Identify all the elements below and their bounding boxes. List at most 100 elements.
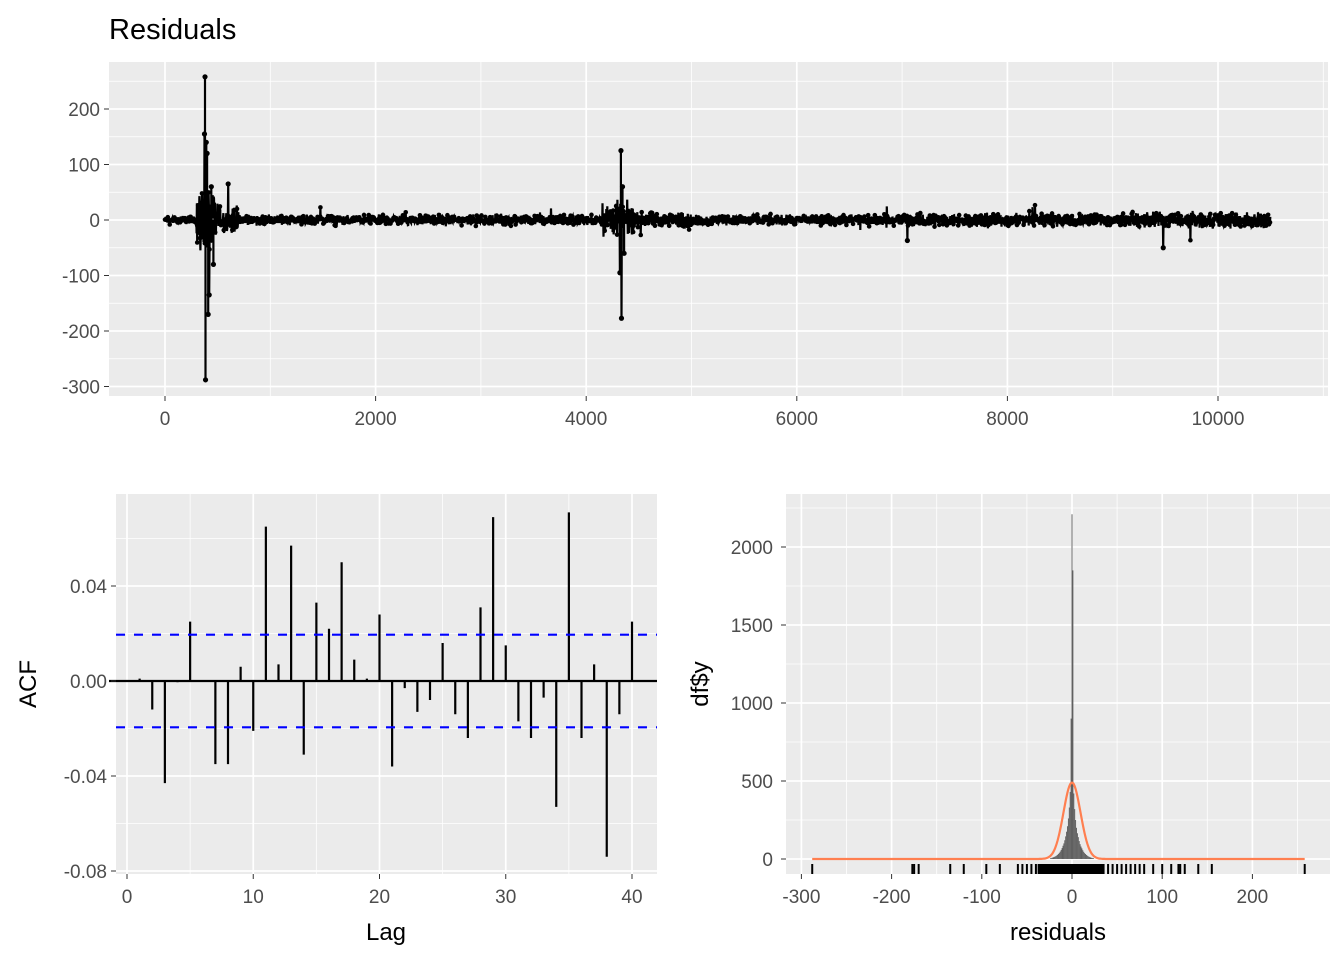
residual-point [333, 223, 338, 229]
residual-point [943, 216, 949, 221]
residual-point [1086, 221, 1092, 227]
histogram-bar [1081, 848, 1083, 859]
histogram-y-axis-label: df$y [687, 661, 714, 706]
residual-point [955, 223, 961, 228]
residual-point [1077, 211, 1082, 217]
histogram-bar [1090, 857, 1092, 859]
residual-point [1049, 211, 1055, 216]
x-tick-label: 20 [369, 887, 390, 908]
residual-point [193, 217, 199, 223]
residual-point [891, 223, 897, 229]
residual-point [866, 224, 872, 229]
residual-point [768, 211, 773, 217]
x-tick-label: 2000 [354, 409, 396, 430]
histogram-bar [1089, 857, 1091, 859]
residual-point [1037, 219, 1043, 225]
residual-point [229, 227, 235, 233]
residual-point [872, 212, 878, 218]
residual-point [610, 208, 616, 213]
histogram-bar [1083, 851, 1085, 859]
residual-point [264, 219, 269, 225]
residual-point [1016, 220, 1022, 225]
residual-point [951, 221, 956, 227]
residual-point [631, 212, 637, 217]
histogram-bar [1054, 856, 1056, 859]
histogram-bar [1069, 791, 1071, 859]
residual-point [1120, 211, 1126, 216]
residual-point [1238, 224, 1243, 229]
residual-point [1021, 222, 1026, 228]
residual-point [618, 219, 624, 225]
residual-point [995, 212, 1001, 217]
residual-point [259, 217, 264, 223]
residual-point [684, 223, 690, 229]
residual-point [616, 206, 622, 212]
x-tick-label: -100 [963, 887, 1001, 908]
histogram-bar [1064, 840, 1066, 859]
histogram-bars [812, 514, 1305, 861]
histogram-bar [1059, 851, 1061, 859]
residuals-panel [109, 62, 1328, 396]
histogram-bar [1087, 856, 1089, 859]
residual-point [850, 221, 856, 227]
chart-title: Residuals [109, 14, 236, 46]
residual-point [1031, 223, 1037, 228]
residual-point [1218, 210, 1224, 216]
x-tick-label: 6000 [776, 409, 818, 430]
residual-point [981, 215, 987, 221]
residual-point [607, 217, 612, 222]
residual-point [621, 209, 626, 214]
histogram-bar [1079, 844, 1081, 859]
y-tick-label: -0.08 [64, 862, 107, 883]
y-tick-label: -300 [62, 378, 100, 399]
histogram-bar [1051, 857, 1053, 859]
residual-point [1229, 210, 1235, 216]
histogram-bar [1067, 818, 1069, 859]
residual-point [602, 228, 608, 234]
x-tick-label: -200 [873, 887, 911, 908]
acf-x-axis-label: Lag [366, 919, 406, 946]
residual-point [884, 213, 890, 219]
x-tick-label: 0 [1067, 887, 1078, 908]
histogram-panel [786, 494, 1330, 874]
residual-point [1178, 213, 1184, 219]
residual-spike-point [206, 292, 212, 298]
residual-point [630, 229, 636, 235]
residual-point [1130, 209, 1135, 215]
residual-point [368, 221, 373, 226]
residual-point [215, 217, 221, 223]
histogram-bar [1074, 809, 1076, 859]
histogram-bar [1084, 853, 1086, 859]
residual-point [1261, 218, 1266, 224]
x-tick-label: 0 [160, 409, 171, 430]
histogram-bar [1071, 514, 1073, 859]
residual-point [1256, 215, 1261, 220]
residual-point [1233, 212, 1239, 218]
residual-spike-point [621, 250, 627, 256]
histogram-bar [1093, 858, 1095, 859]
histogram-bar [1076, 827, 1077, 859]
residual-point [635, 224, 641, 230]
histogram-rug [811, 864, 1306, 874]
residual-spike-point [618, 148, 624, 154]
residual-point [361, 212, 367, 218]
residual-point [619, 223, 625, 229]
histogram-bar [1082, 850, 1084, 859]
residual-point [918, 210, 923, 216]
x-tick-label: 200 [1237, 887, 1269, 908]
residual-point [301, 213, 306, 219]
histogram-bar [1085, 854, 1086, 859]
residual-point [1069, 213, 1075, 219]
residual-point [209, 238, 214, 243]
histogram-bar [1050, 858, 1052, 859]
residual-point [614, 232, 620, 237]
residual-point [636, 215, 642, 220]
histogram-bar [1078, 841, 1080, 859]
histogram-bar [1086, 855, 1088, 859]
histogram-bar [1068, 807, 1070, 859]
residual-point [565, 221, 571, 226]
residual-point [234, 206, 240, 212]
y-tick-label: 0.04 [70, 577, 107, 598]
residual-point [1117, 222, 1123, 228]
